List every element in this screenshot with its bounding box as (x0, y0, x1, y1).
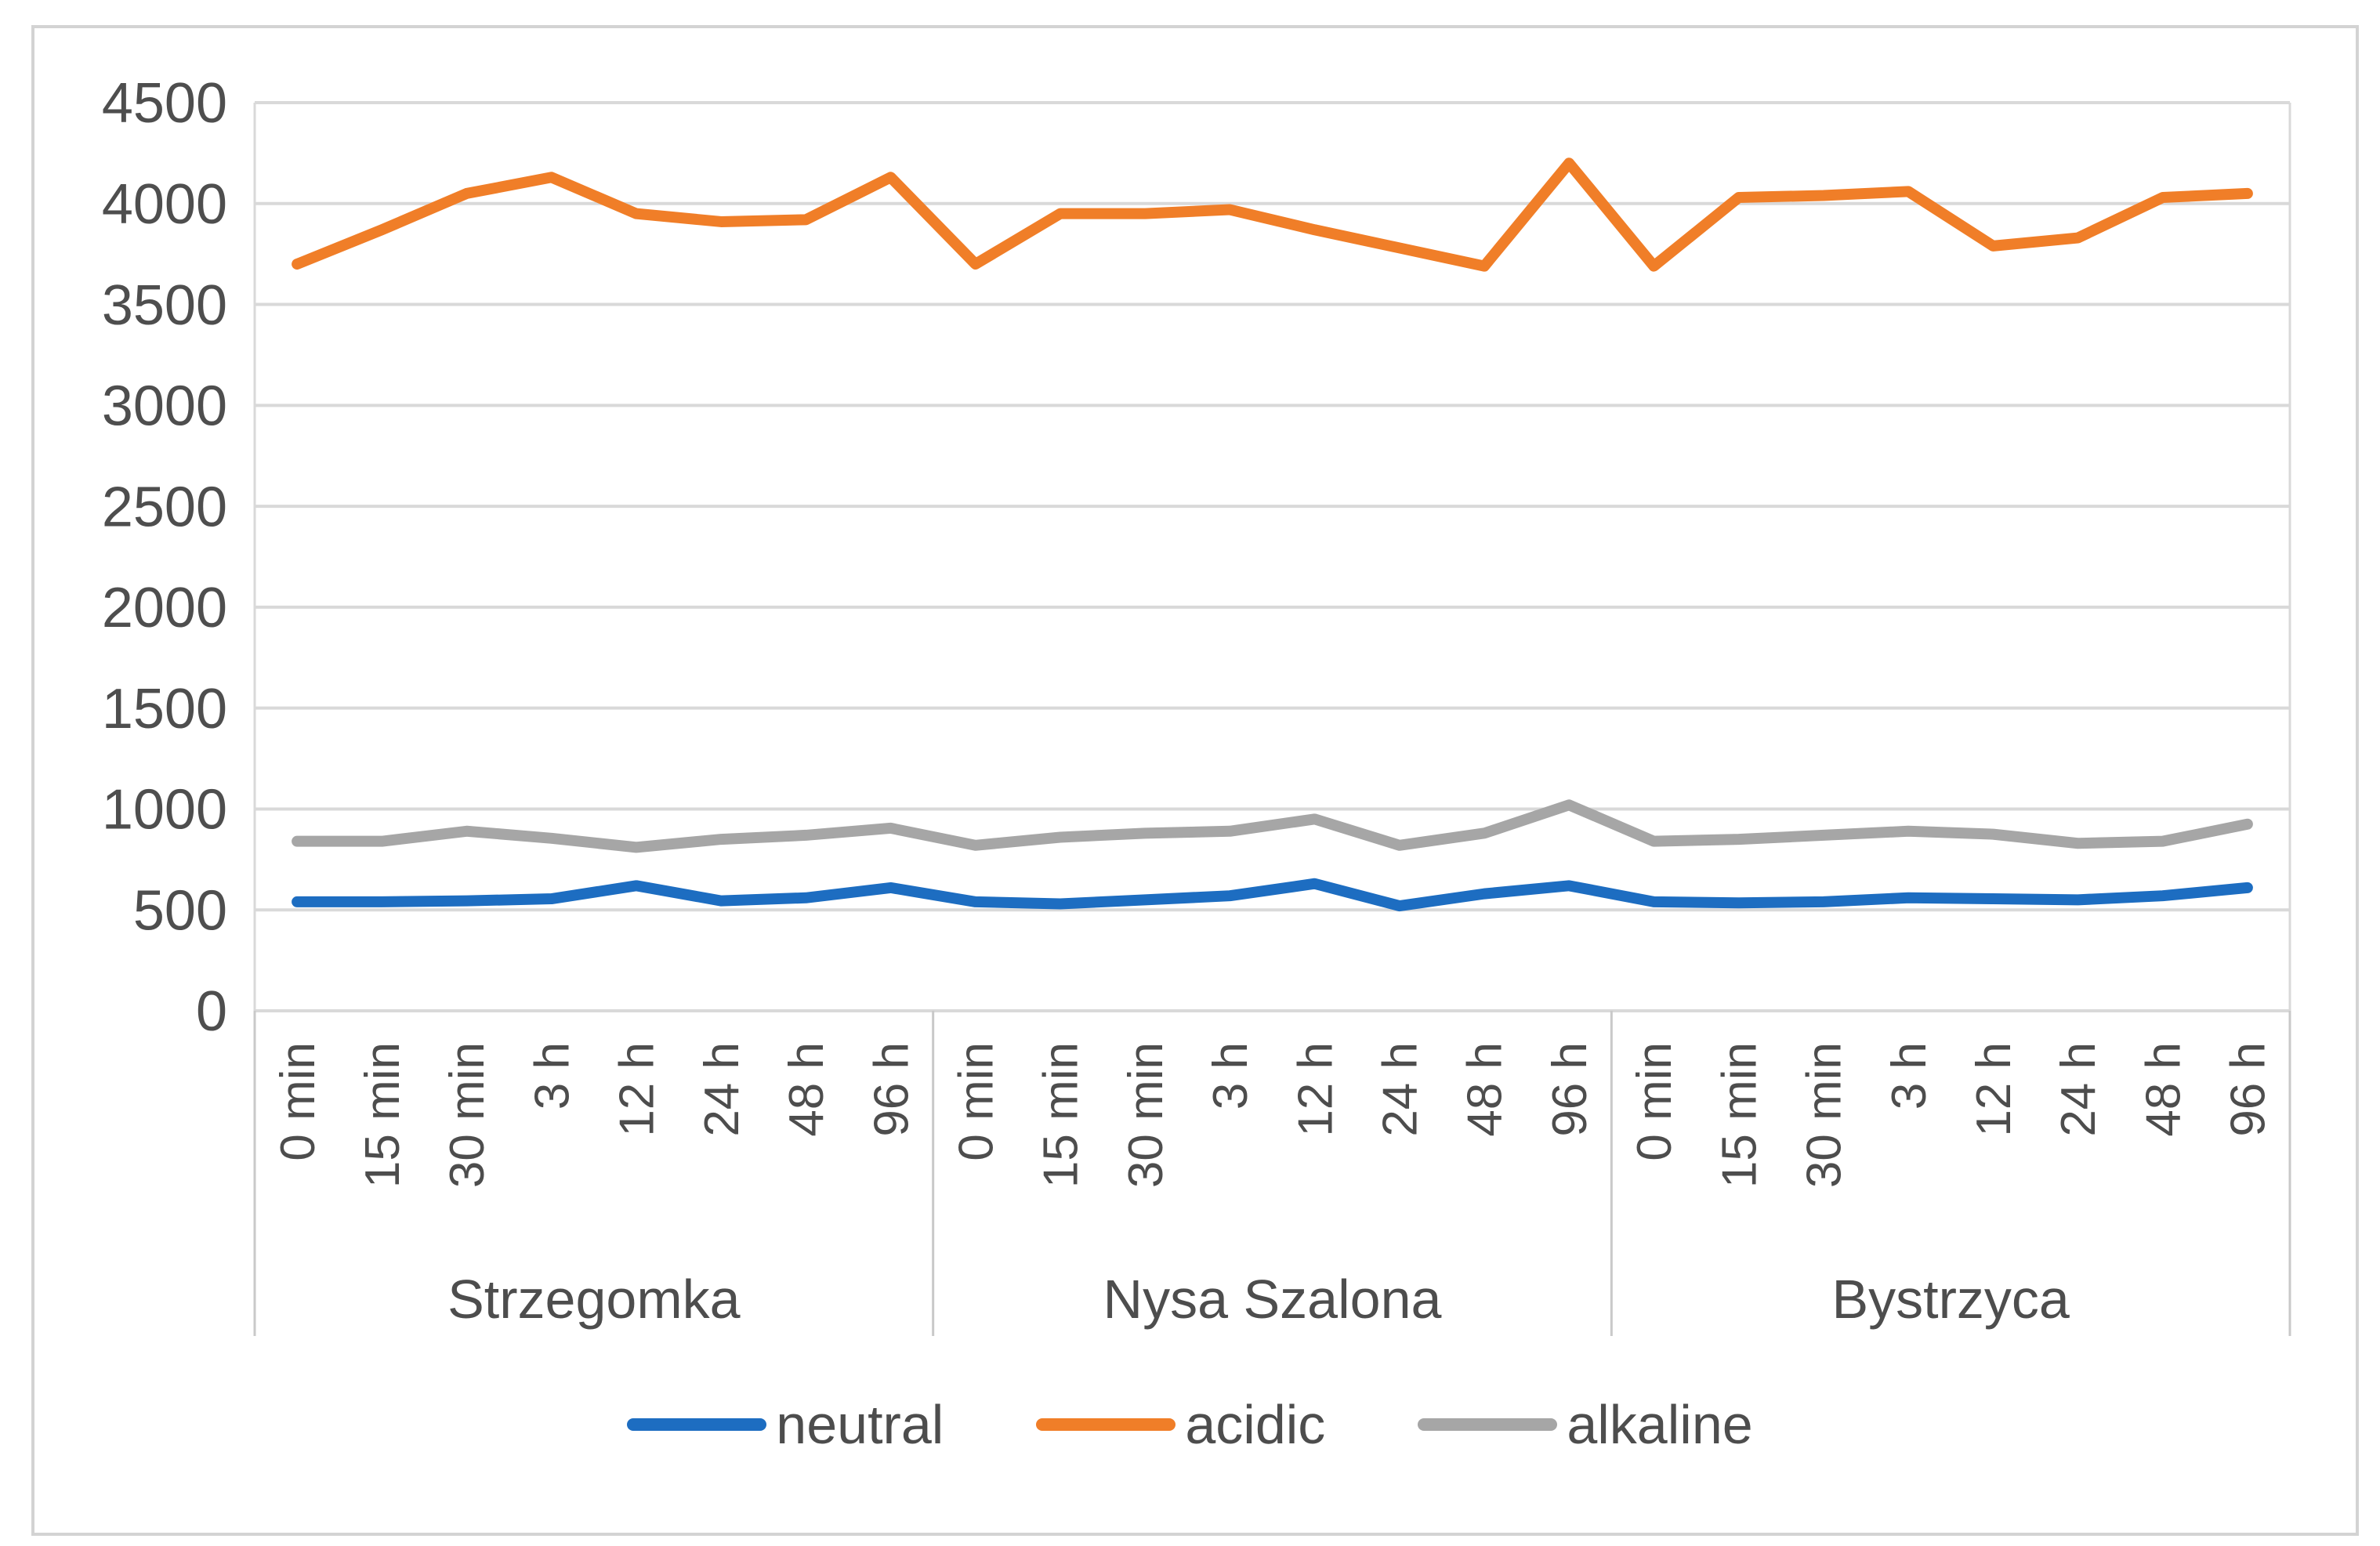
x-category-label-19-3h: 3 h (1882, 1042, 1936, 1110)
group-label-strzegomka: Strzegomka (447, 1269, 741, 1330)
y-axis-label-1000: 1000 (102, 779, 227, 842)
y-axis-label-3000: 3000 (102, 375, 227, 438)
series-line-neutral (292, 878, 2253, 912)
legend-item-acidic: acidic (1036, 1393, 1325, 1457)
x-category-label-18-30min: 30 min (1798, 1042, 1852, 1188)
x-category-label-3-3h: 3 h (525, 1042, 579, 1110)
x-category-label-17-15min: 15 min (1712, 1042, 1766, 1188)
acidic-line-swatch (1036, 1418, 1176, 1432)
x-category-label-21-24h: 24 h (2052, 1042, 2106, 1137)
x-category-label-9-15min: 15 min (1034, 1042, 1089, 1188)
x-category-label-12-12h: 12 h (1288, 1042, 1342, 1137)
x-category-label-16-0min: 0 min (1628, 1042, 1682, 1161)
legend-item-neutral: neutral (627, 1393, 944, 1457)
y-axis-label-3500: 3500 (102, 274, 227, 337)
series-line-acidic (292, 157, 2253, 272)
legend-label-alkaline: alkaline (1567, 1394, 1753, 1455)
y-axis-label-4500: 4500 (102, 72, 227, 135)
legend-label-acidic: acidic (1185, 1394, 1326, 1455)
x-category-label-22-48h: 48 h (2136, 1042, 2190, 1137)
y-axis-label-0: 0 (196, 980, 227, 1043)
x-category-label-0-0min: 0 min (271, 1042, 325, 1161)
figure-border (31, 25, 2359, 1536)
x-category-label-7-96h: 96 h (864, 1042, 918, 1137)
y-axis-label-2500: 2500 (102, 476, 227, 538)
x-category-label-15-96h: 96 h (1543, 1042, 1597, 1137)
x-category-label-8-0min: 0 min (949, 1042, 1003, 1161)
x-category-label-23-96h: 96 h (2222, 1042, 2276, 1137)
x-category-label-11-3h: 3 h (1204, 1042, 1258, 1110)
x-category-label-5-24h: 24 h (695, 1042, 749, 1137)
alkaline-line-swatch (1418, 1418, 1558, 1432)
y-axis-label-1500: 1500 (102, 678, 227, 740)
chart-legend: neutral acidic alkaline (0, 1393, 2380, 1457)
x-category-label-2-30min: 30 min (440, 1042, 494, 1188)
x-category-label-6-48h: 48 h (780, 1042, 834, 1137)
y-axis-label-2000: 2000 (102, 577, 227, 639)
x-category-label-20-12h: 12 h (1967, 1042, 2021, 1137)
x-category-label-14-48h: 48 h (1458, 1042, 1512, 1137)
neutral-line-swatch (627, 1418, 767, 1432)
group-label-nysa-szalona: Nysa Szalona (1103, 1269, 1442, 1330)
y-axis-label-4000: 4000 (102, 173, 227, 236)
y-axis-label-500: 500 (133, 879, 227, 942)
x-category-label-13-24h: 24 h (1374, 1042, 1428, 1137)
legend-item-alkaline: alkaline (1418, 1393, 1753, 1457)
x-category-label-4-12h: 12 h (610, 1042, 665, 1137)
series-line-alkaline (292, 799, 2253, 853)
group-label-bystrzyca: Bystrzyca (1831, 1269, 2069, 1330)
legend-label-neutral: neutral (776, 1394, 944, 1455)
x-category-label-10-30min: 30 min (1119, 1042, 1173, 1188)
x-category-label-1-15min: 15 min (356, 1042, 410, 1188)
